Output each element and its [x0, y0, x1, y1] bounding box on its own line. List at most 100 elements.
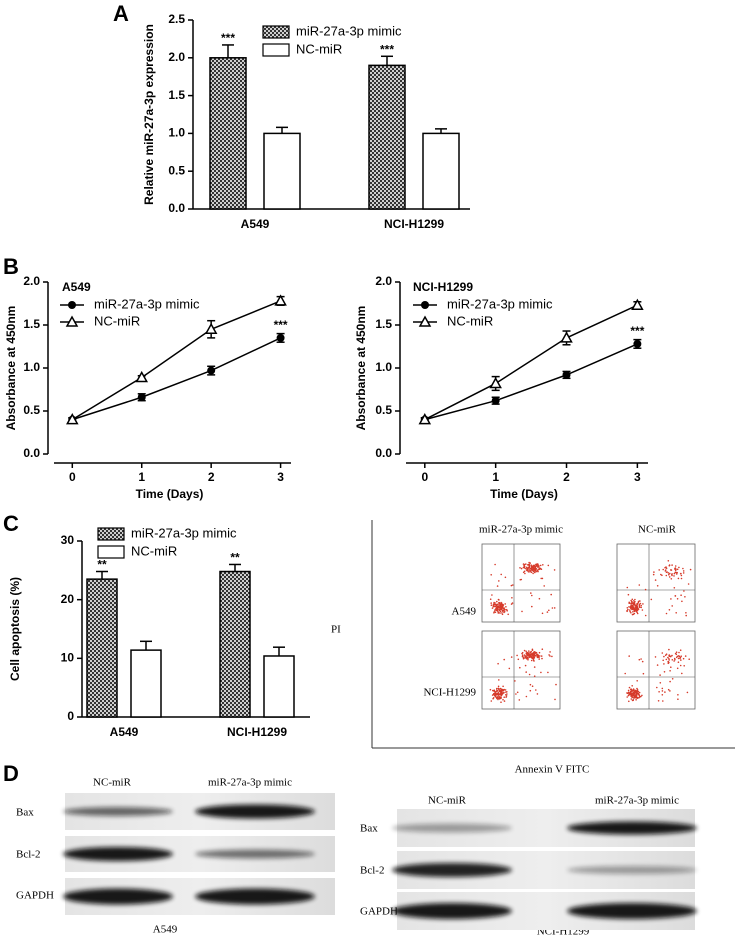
flow-dot — [537, 564, 539, 567]
flow-dot — [525, 652, 528, 654]
flow-dot — [532, 658, 534, 660]
flow-dot — [668, 648, 670, 651]
y-tick-label: 30 — [61, 533, 75, 547]
flow-dot — [492, 605, 495, 608]
legend-swatch — [262, 43, 290, 57]
flow-dot — [676, 667, 679, 670]
flow-dot — [498, 601, 500, 604]
flow-dot — [503, 658, 506, 661]
flow-dot — [677, 577, 680, 580]
flow-dot — [528, 650, 530, 652]
legend-swatch — [262, 25, 290, 39]
flow-dot — [633, 609, 636, 611]
flow-dot — [515, 693, 517, 695]
flow-dot — [635, 694, 638, 697]
flow-dot — [683, 590, 685, 592]
flow-dot — [629, 606, 632, 608]
flow-dot — [510, 656, 513, 658]
x-tick-label: 3 — [277, 470, 284, 484]
flow-dot — [549, 655, 551, 657]
blot-band — [195, 804, 315, 819]
y-tick-label: 1.5 — [375, 317, 392, 331]
flow-dot — [635, 610, 637, 613]
flow-dot — [639, 695, 641, 698]
flow-dot — [555, 683, 557, 686]
flow-dot — [500, 573, 503, 576]
significance: ** — [230, 551, 240, 565]
flow-dot — [493, 689, 496, 691]
flow-dot — [633, 610, 636, 613]
flow-dot — [549, 651, 551, 653]
flow-dot — [630, 612, 632, 614]
flow-dot — [508, 667, 511, 670]
legend-label: NC-miR — [94, 313, 140, 328]
flow-dot — [636, 697, 638, 699]
flow-dot — [669, 655, 672, 658]
flow-dot — [667, 572, 670, 574]
flow-dot — [540, 577, 542, 580]
y-tick-label: 1.0 — [168, 126, 185, 140]
flow-dot — [499, 608, 501, 610]
blot-band — [392, 823, 512, 833]
flow-dot — [671, 659, 674, 661]
flow-dot — [632, 613, 635, 616]
flow-dot — [531, 605, 533, 608]
flow-dot — [674, 565, 677, 567]
flow-dot — [504, 689, 507, 691]
flow-dot — [499, 606, 501, 608]
flow-dot — [502, 685, 504, 688]
flow-dot — [533, 654, 536, 657]
point — [204, 322, 218, 335]
flow-dot — [656, 664, 659, 666]
flow-dot — [533, 569, 536, 572]
line — [424, 304, 638, 421]
legend-label: miR-27a-3p mimic — [447, 296, 553, 311]
flow-dot — [682, 572, 685, 574]
flow-dot — [673, 572, 676, 575]
flow-dot — [524, 572, 526, 575]
flow-dot — [638, 696, 640, 699]
flow-dot — [528, 673, 531, 676]
flow-dot — [631, 602, 633, 605]
flow-dot — [632, 611, 634, 613]
flow-dot — [494, 692, 496, 694]
flow-dot — [518, 699, 521, 701]
flow-dot — [528, 563, 530, 566]
flow-dot — [668, 654, 670, 657]
flow-dot — [679, 656, 682, 659]
flow-dot — [530, 650, 532, 653]
flow-dot — [528, 652, 530, 654]
flow-dot — [636, 602, 638, 605]
flow-dot — [629, 610, 631, 613]
flow-dot — [680, 659, 682, 661]
flow-dot — [537, 655, 540, 658]
flow-dot — [627, 593, 630, 596]
flow-dot — [491, 594, 493, 596]
flow-dot — [528, 569, 530, 571]
flow-dot — [494, 693, 497, 695]
flow-dot — [658, 569, 660, 571]
x-tick-label: 1 — [138, 470, 145, 484]
flow-dot — [631, 608, 634, 610]
flow-dot — [535, 651, 538, 654]
flow-dot — [490, 602, 493, 604]
flow-dot — [537, 563, 539, 565]
flow-dot — [661, 694, 664, 696]
flow-dot — [550, 593, 552, 596]
flow-dot — [525, 567, 527, 570]
flow-dot — [505, 696, 507, 698]
flow-dot — [659, 674, 661, 676]
flow-dot — [656, 686, 658, 689]
flow-dot — [667, 560, 670, 562]
flow-dot — [637, 693, 640, 696]
flow-dot — [527, 564, 529, 566]
flow-dot — [640, 658, 642, 660]
chart-title: A549 — [62, 280, 91, 294]
flow-dot — [679, 572, 682, 575]
flow-dot — [675, 568, 677, 570]
flow-dot — [523, 563, 526, 566]
flow-dot — [499, 610, 502, 613]
flow-dot — [526, 656, 529, 658]
x-tick-label: 2 — [563, 470, 570, 484]
flow-dot — [506, 693, 508, 695]
